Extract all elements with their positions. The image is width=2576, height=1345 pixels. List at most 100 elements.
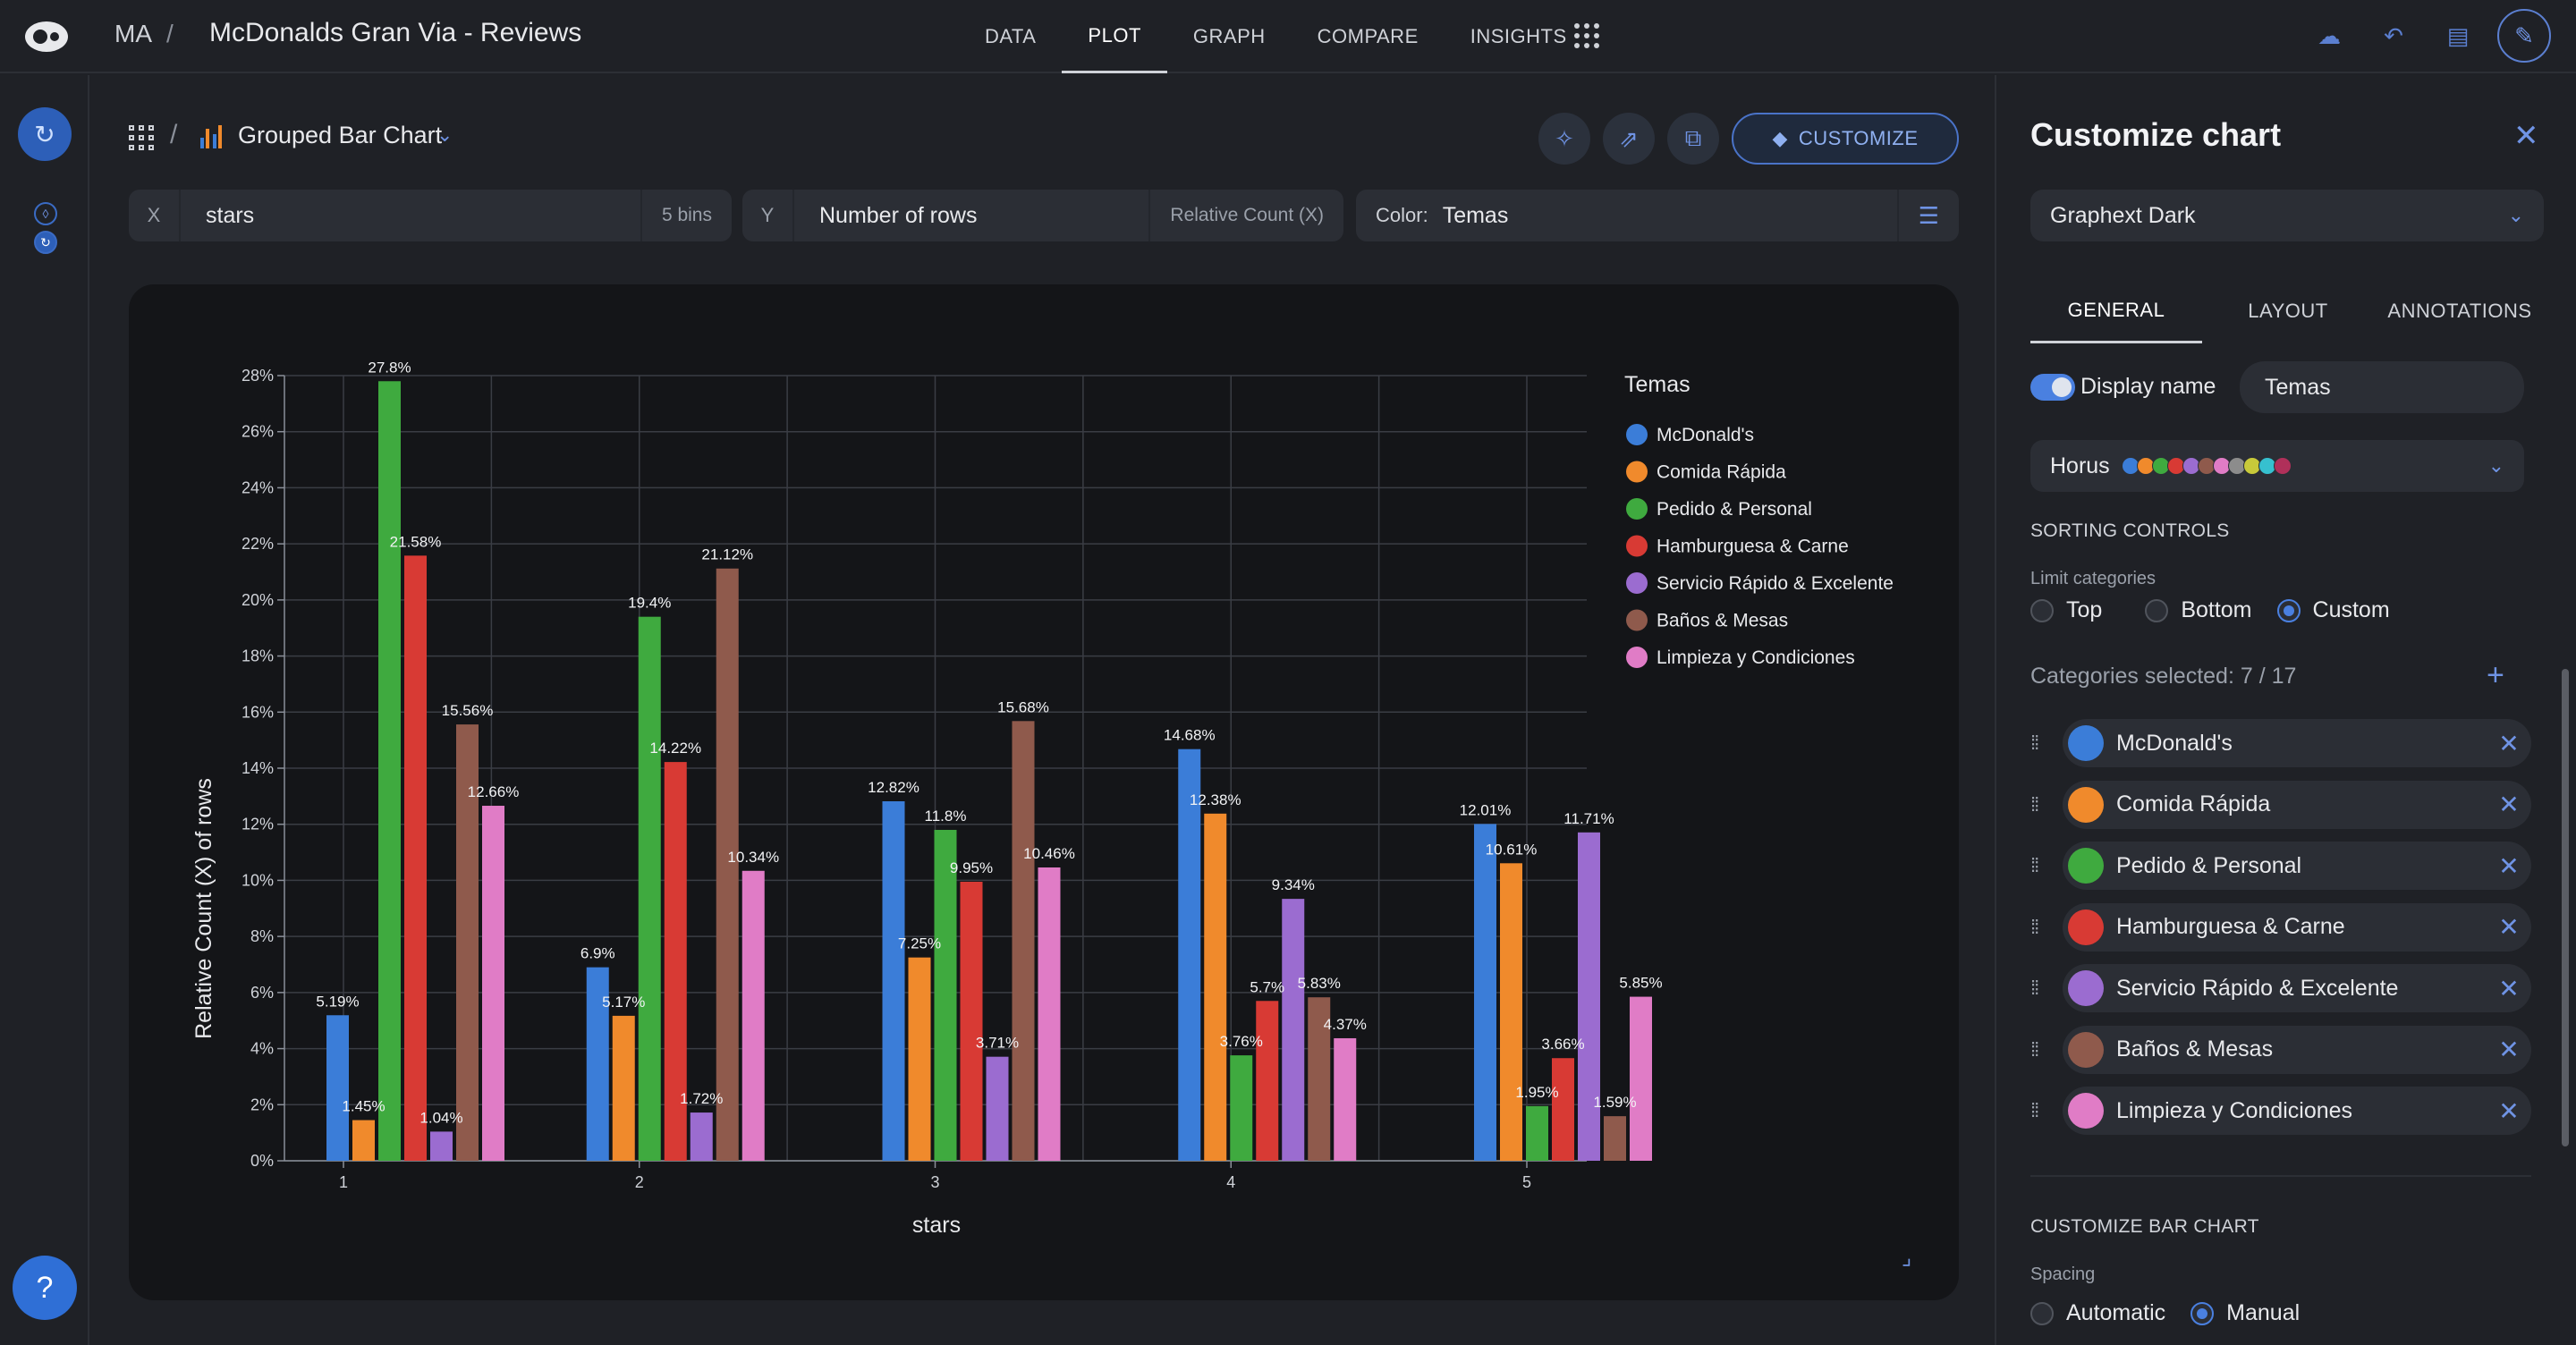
chart-type-name[interactable]: Grouped Bar Chart	[238, 122, 443, 148]
magic-wand-icon[interactable]: ✧	[1538, 113, 1590, 165]
x-axis-field[interactable]: X stars 5 bins	[129, 190, 732, 241]
remove-category-icon[interactable]: ✕	[2498, 913, 2520, 941]
radio-top[interactable]	[2030, 598, 2054, 622]
bar[interactable]	[986, 1056, 1009, 1161]
legend-label[interactable]: Baños & Mesas	[1657, 611, 1788, 631]
category-pill[interactable]: Comida Rápida ✕	[2063, 780, 2531, 829]
remove-category-icon[interactable]: ✕	[2498, 791, 2520, 818]
category-pill[interactable]: Baños & Mesas ✕	[2063, 1025, 2531, 1074]
remove-category-icon[interactable]: ✕	[2498, 729, 2520, 757]
bar[interactable]	[456, 724, 479, 1161]
bar[interactable]	[1178, 749, 1201, 1161]
y-axis-field[interactable]: Y Number of rows Relative Count (X)	[742, 190, 1343, 241]
pin-icon[interactable]: ✎	[2497, 9, 2551, 63]
remove-category-icon[interactable]: ✕	[2498, 974, 2520, 1002]
legend-swatch[interactable]	[1626, 461, 1648, 483]
bar[interactable]	[1474, 824, 1496, 1161]
bar[interactable]	[690, 1112, 713, 1161]
radio-manual[interactable]	[2190, 1301, 2215, 1325]
remove-category-icon[interactable]: ✕	[2498, 1096, 2520, 1125]
category-pill[interactable]: Limpieza y Condiciones ✕	[2063, 1087, 2531, 1135]
bar[interactable]	[1552, 1058, 1574, 1161]
nav-tab-data[interactable]: DATA	[985, 25, 1037, 47]
category-pill[interactable]: McDonald's ✕	[2063, 719, 2531, 767]
nav-tab-insights[interactable]: INSIGHTS	[1470, 25, 1567, 47]
radio-bottom[interactable]	[2145, 598, 2169, 622]
bar[interactable]	[741, 870, 765, 1161]
settings-sliders-icon[interactable]: ☰	[1896, 190, 1959, 241]
app-logo-icon[interactable]	[23, 18, 70, 55]
display-name-toggle[interactable]	[2030, 374, 2075, 401]
remove-category-icon[interactable]: ✕	[2498, 851, 2520, 880]
category-color-dot[interactable]	[2068, 1093, 2104, 1129]
legend-swatch[interactable]	[1626, 572, 1648, 594]
bar[interactable]	[1630, 996, 1652, 1161]
tab-layout[interactable]: LAYOUT	[2248, 300, 2328, 322]
category-color-dot[interactable]	[2068, 1031, 2104, 1068]
bar[interactable]	[638, 616, 661, 1161]
nav-tab-graph[interactable]: GRAPH	[1192, 25, 1266, 47]
nav-tab-compare[interactable]: COMPARE	[1317, 25, 1419, 47]
radio-manual-label[interactable]: Manual	[2226, 1300, 2301, 1325]
color-field-value[interactable]: Temas	[1442, 202, 1509, 228]
share-icon[interactable]: ⧉	[1667, 113, 1719, 165]
project-short-name[interactable]: MA	[114, 20, 152, 47]
bar[interactable]	[908, 957, 931, 1161]
export-icon[interactable]: ⇗	[1603, 113, 1655, 165]
bar[interactable]	[934, 829, 957, 1161]
drag-handle-icon[interactable]: ⁞⁞	[2030, 1037, 2039, 1061]
drag-handle-icon[interactable]: ⁞⁞	[2030, 1099, 2039, 1121]
legend-swatch[interactable]	[1626, 535, 1648, 557]
category-pill[interactable]: Hamburguesa & Carne ✕	[2063, 902, 2531, 952]
grouped-bar-chart[interactable]: 0% 2% 4% 6% 8% 10% 12% 14% 16% 18% 20% 22% 24% 26% 28%…	[129, 284, 1959, 1300]
bar[interactable]	[1012, 721, 1035, 1161]
bar[interactable]	[482, 806, 504, 1161]
legend-label[interactable]: Pedido & Personal	[1657, 499, 1812, 520]
chevron-down-icon[interactable]: ⌄	[436, 123, 453, 146]
remove-category-icon[interactable]: ✕	[2498, 1036, 2520, 1063]
radio-custom[interactable]	[2276, 598, 2301, 622]
reset-filter-icon[interactable]: ↻	[34, 231, 57, 254]
project-title[interactable]: McDonalds Gran Via - Reviews	[209, 18, 582, 47]
refresh-icon[interactable]: ↻	[18, 107, 72, 161]
color-field[interactable]: Color: Temas ☰	[1356, 190, 1959, 241]
bar[interactable]	[1204, 813, 1227, 1161]
bar[interactable]	[1526, 1105, 1548, 1161]
document-icon[interactable]: ▤	[2446, 21, 2470, 49]
radio-automatic[interactable]	[2030, 1301, 2054, 1325]
close-icon[interactable]: ✕	[2513, 119, 2539, 153]
palette-select[interactable]: Horus ⌄	[2030, 440, 2524, 492]
legend-swatch[interactable]	[1626, 647, 1648, 668]
category-color-dot[interactable]	[2068, 909, 2104, 945]
drag-handle-icon[interactable]: ⁞⁞	[2030, 977, 2039, 999]
bar[interactable]	[378, 381, 401, 1161]
category-color-dot[interactable]	[2068, 786, 2104, 823]
bar[interactable]	[1038, 867, 1061, 1161]
radio-top-label[interactable]: Top	[2066, 597, 2103, 622]
tab-annotations[interactable]: ANNOTATIONS	[2387, 300, 2532, 322]
customize-button[interactable]: ◆ CUSTOMIZE	[1732, 113, 1959, 165]
y-field-value[interactable]: Number of rows	[819, 202, 978, 228]
legend-label[interactable]: Comida Rápida	[1657, 462, 1786, 483]
legend-swatch[interactable]	[1626, 609, 1648, 631]
radio-custom-label[interactable]: Custom	[2312, 597, 2390, 622]
category-color-dot[interactable]	[2068, 725, 2104, 761]
legend-label[interactable]: Hamburguesa & Carne	[1657, 537, 1849, 557]
bar[interactable]	[664, 762, 687, 1161]
bar[interactable]	[1604, 1116, 1626, 1161]
y-mode[interactable]: Relative Count (X)	[1148, 190, 1343, 241]
bar[interactable]	[1308, 997, 1331, 1161]
drag-handle-icon[interactable]: ⁞⁞	[2030, 732, 2039, 754]
radio-automatic-label[interactable]: Automatic	[2066, 1300, 2166, 1325]
all-charts-grid-icon[interactable]	[129, 125, 154, 150]
filter-drop-icon[interactable]: ◊	[34, 202, 57, 225]
bar[interactable]	[960, 881, 983, 1161]
bar[interactable]	[1578, 832, 1600, 1161]
display-name-input[interactable]: Temas	[2240, 361, 2524, 413]
legend-label[interactable]: Servicio Rápido & Excelente	[1657, 573, 1894, 594]
bar[interactable]	[1230, 1055, 1253, 1161]
bar[interactable]	[404, 555, 427, 1161]
drag-handle-icon[interactable]: ⁞⁞	[2030, 792, 2039, 816]
bar[interactable]	[586, 967, 609, 1161]
cloud-sync-icon[interactable]: ☁	[2318, 21, 2341, 49]
